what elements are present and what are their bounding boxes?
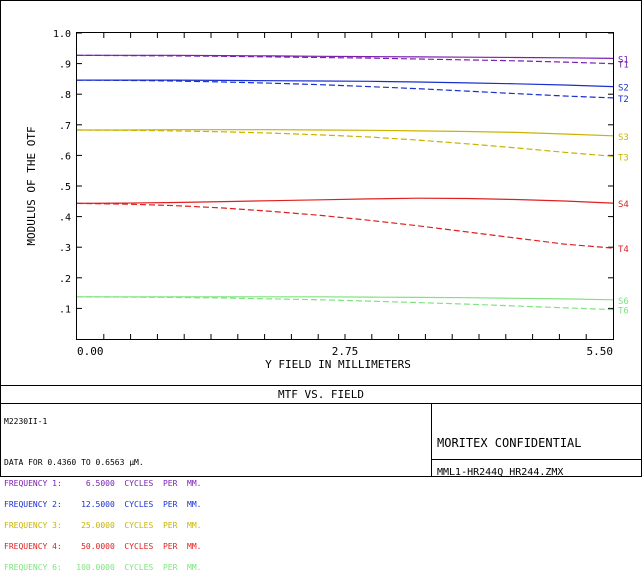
y-tick-label: .9 (59, 60, 71, 71)
y-tick-labels: .1 .2 .3 .4 .5 .6 .7 .8 .9 1.0 (53, 29, 71, 315)
series-line-t4 (76, 202, 614, 249)
file-code: M2230II-1 (4, 417, 48, 426)
x-tick-label: 5.50 (587, 345, 614, 358)
y-tick-label: .1 (59, 304, 71, 315)
frequency-row-6: FREQUENCY 6: 100.0000 CYCLES PER MM. (4, 563, 202, 572)
y-tick-label: .3 (59, 243, 71, 254)
series-line-t3 (76, 129, 614, 157)
frequency-row-3: FREQUENCY 3: 25.0000 CYCLES PER MM. (4, 521, 202, 530)
series-label-t1: T1 (618, 61, 629, 71)
y-tick-label: .2 (59, 274, 71, 285)
plot-area (76, 32, 614, 340)
y-tick-label: 1.0 (53, 29, 71, 40)
series-line-t2 (76, 79, 614, 99)
frequency-row-1: FREQUENCY 1: 6.5000 CYCLES PER MM. (4, 479, 202, 488)
series-line-s2 (77, 79, 614, 88)
series-label-t2: T2 (618, 95, 629, 105)
series-lines (76, 54, 614, 311)
chart-title: MTF VS. FIELD (278, 388, 364, 401)
series-line-t1 (76, 54, 614, 65)
wavelength-range: DATA FOR 0.4360 TO 0.6563 µM. (4, 458, 144, 467)
series-label-s4: S4 (618, 200, 629, 210)
y-tick-label: .6 (59, 151, 71, 162)
x-tick-label: 2.75 (332, 345, 359, 358)
series-label-t4: T4 (618, 245, 629, 255)
x-tick-labels: 0.00 2.75 5.50 (77, 345, 613, 358)
series-line-s1 (77, 54, 614, 59)
axis-ticks (77, 32, 613, 339)
info-panel: M2230II-1 DATA FOR 0.4360 TO 0.6563 µM. … (4, 404, 201, 578)
series-label-t6: T6 (618, 307, 629, 317)
series-label-s6: S6 (618, 297, 629, 307)
frequency-row-2: FREQUENCY 2: 12.5000 CYCLES PER MM. (4, 500, 202, 509)
file-name-label: MML1-HR244Q HR244.ZMX (437, 467, 563, 477)
series-line-s6 (77, 296, 614, 301)
y-tick-label: .7 (59, 121, 71, 132)
x-axis-label: Y FIELD IN MILLIMETERS (265, 358, 411, 371)
series-label-s2: S2 (618, 84, 629, 94)
y-tick-label: .4 (59, 213, 71, 224)
series-line-s3 (77, 129, 614, 137)
x-tick-label: 0.00 (77, 345, 104, 358)
y-axis-label: MODULUS OF THE OTF (25, 126, 38, 245)
series-label-s1: S1 (618, 55, 629, 65)
series-line-t6 (76, 296, 614, 311)
y-tick-label: .8 (59, 90, 71, 101)
series-label-t3: T3 (618, 153, 629, 163)
series-line-s4 (76, 197, 614, 204)
series-label-s3: S3 (618, 133, 629, 143)
confidential-label: MORITEX CONFIDENTIAL (437, 436, 582, 450)
frequency-row-4: FREQUENCY 4: 50.0000 CYCLES PER MM. (4, 542, 202, 551)
mtf-figure: .1.2.3.4.5.6.7.8.91.0 0.00 2.75 5.50 S1T1S… (0, 0, 642, 477)
y-tick-label: .5 (59, 182, 71, 193)
